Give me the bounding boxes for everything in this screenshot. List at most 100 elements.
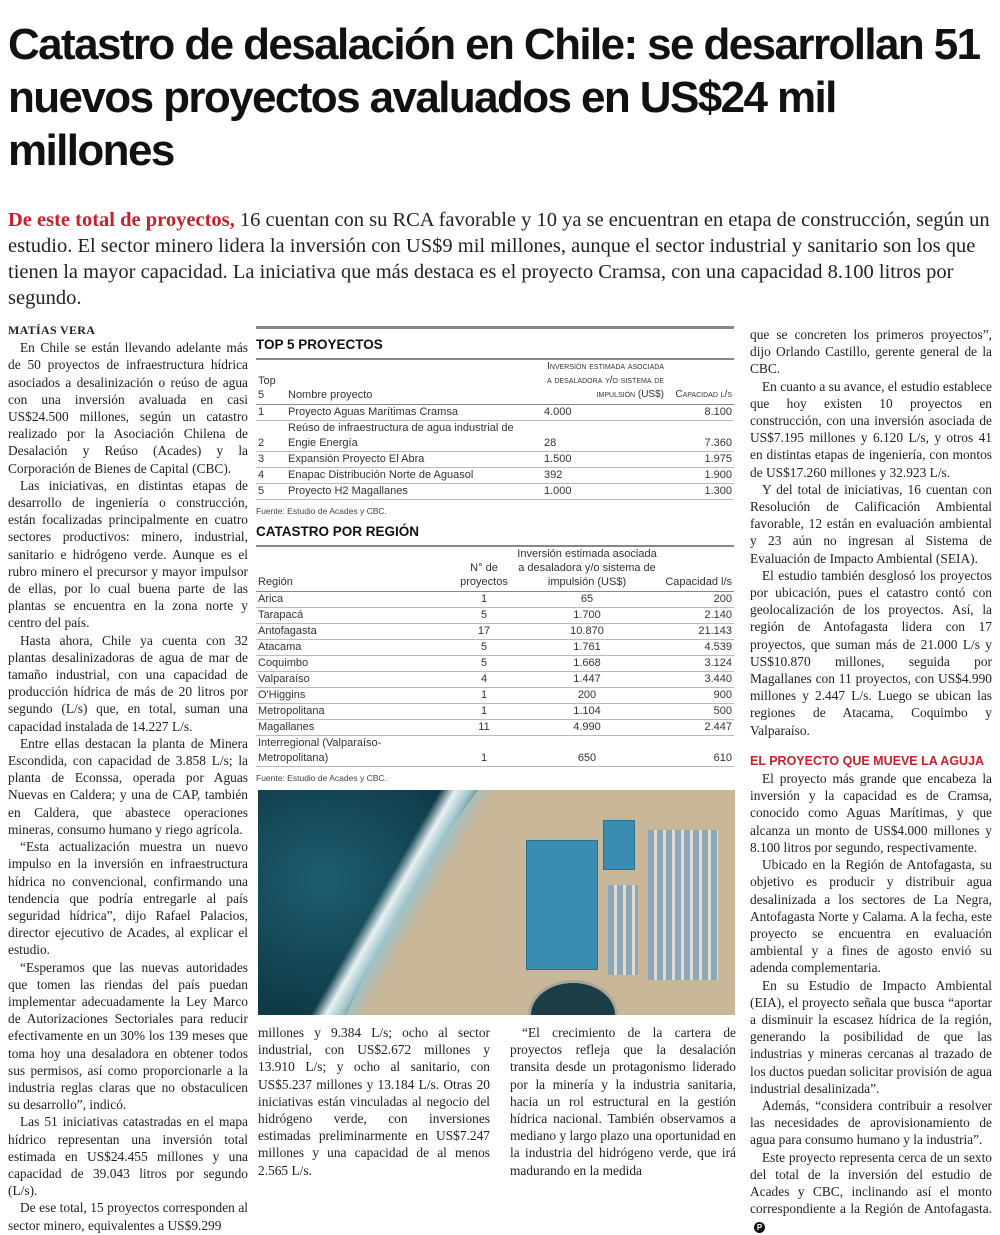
lead-text: 16 cuentan con su RCA favorable y 10 ya … [8, 209, 990, 309]
plant-roof [526, 840, 598, 970]
end-mark-icon: P [754, 1222, 765, 1234]
top5-title: TOP 5 PROYECTOS [256, 326, 734, 360]
table-cell: 21.143 [698, 625, 732, 637]
table-cell: 500 [713, 705, 732, 717]
table-row: Antofagasta 17 10.870 21.143 [256, 624, 734, 640]
paragraph: Y del total de iniciativas, 16 cuentan c… [750, 481, 992, 566]
table-cell: 17 [477, 625, 491, 637]
table-row: Tarapacá 5 1.700 2.140 [256, 608, 734, 624]
region-table: Región N° de proyectos Inversión estimad… [256, 547, 734, 767]
table-cell: 4.539 [704, 641, 732, 653]
table-cell: Metropolitana [258, 705, 325, 717]
col-header: Región [258, 576, 293, 588]
table-cell: 65 [580, 593, 594, 605]
col-header: Capacidad l/s [665, 576, 732, 588]
table-row: 1 Proyecto Aguas Marítimas Cramsa 4.000 8.1… [256, 405, 734, 421]
table-cell: 1.447 [573, 673, 601, 685]
table-cell: 1 [480, 705, 488, 717]
headline: Catastro de desalación en Chile: se desa… [8, 20, 981, 175]
table-cell: 1.668 [573, 657, 601, 669]
table-row: Atacama 5 1.761 4.539 [256, 640, 734, 656]
table-cell: 8.100 [704, 406, 732, 418]
paragraph: De ese total, 15 proyectos corresponden … [8, 1200, 248, 1233]
paragraph: En cuanto a su avance, el estudio establ… [750, 378, 992, 480]
table-row: O'Higgins 1 200 900 [256, 688, 734, 704]
col-header: Nombre proyecto [288, 389, 373, 401]
table-cell: 4.990 [573, 721, 601, 733]
table-cell: O'Higgins [258, 689, 306, 701]
table-cell: 3.440 [704, 673, 732, 685]
col-header: Inversión estimada asociada a desaladora… [517, 548, 657, 588]
lead-paragraph: De este total de proyectos, 16 cuentan c… [8, 207, 993, 311]
table-cell: Enapac Distribución Norte de Aguasol [288, 469, 474, 481]
table-cell: 11 [478, 721, 490, 733]
table-cell: 200 [713, 593, 732, 605]
table-row: Magallanes 11 4.990 2.447 [256, 720, 734, 736]
table-cell: 5 [258, 485, 265, 497]
table-row: 3 Expansión Proyecto El Abra 1.500 1.975 [256, 452, 734, 468]
paragraph: En Chile se están llevando adelante más … [8, 340, 248, 476]
subhead: EL PROYECTO QUE MUEVE LA AGUJA [750, 753, 985, 768]
table-cell: 2.140 [704, 609, 732, 621]
table-cell: Atacama [258, 641, 302, 653]
table-cell: 1 [258, 406, 265, 418]
paragraph: “El crecimiento de la cartera de proyect… [510, 1025, 736, 1178]
plant-roof [603, 820, 635, 870]
table-cell: 4.000 [544, 406, 572, 418]
right-paragraphs: que se concreten los primeros proyectos”… [750, 326, 992, 739]
table-cell: Valparaíso [258, 673, 310, 685]
table-cell: 1.300 [704, 485, 732, 497]
desalination-plant-photo [258, 790, 735, 1015]
paragraph: El estudio también desglosó los proyecto… [750, 567, 992, 738]
col-header: Top 5 [258, 375, 276, 401]
table-cell: Reúso de infraestructura de agua industr… [288, 422, 514, 449]
table-cell: Proyecto Aguas Marítimas Cramsa [288, 406, 458, 418]
paragraph: millones y 9.384 L/s; ocho al sector ind… [258, 1025, 490, 1178]
table-cell: 1.700 [573, 609, 601, 621]
table-cell: 1.975 [704, 453, 732, 465]
table-cell: 5 [480, 641, 488, 653]
table-cell: 1.900 [704, 469, 732, 481]
table-cell: 900 [713, 689, 732, 701]
table-row: 4 Enapac Distribución Norte de Aguasol 392… [256, 468, 734, 484]
table-row: Arica 1 65 200 [256, 592, 734, 608]
paragraph: Ubicado en la Región de Antofagasta, su … [750, 857, 992, 976]
table-row: 5 Proyecto H2 Magallanes 1.000 1.300 [256, 484, 734, 500]
table-cell: 610 [713, 752, 732, 764]
paragraph: “Esta actualización muestra un nuevo imp… [8, 839, 248, 958]
right-paragraphs-2: El proyecto más grande que encabeza la i… [750, 770, 992, 1234]
table-cell: 10.870 [570, 625, 604, 637]
table-cell: 1.761 [573, 641, 601, 653]
table-cell: 200 [577, 689, 597, 701]
table-cell: Expansión Proyecto El Abra [288, 453, 425, 465]
filter-racks [648, 830, 718, 980]
table-cell: 392 [544, 469, 563, 481]
table-cell: 28 [544, 437, 557, 449]
table-row: 2 Reúso de infraestructura de agua indust… [256, 421, 734, 452]
region-title: CATASTRO POR REGIÓN [256, 520, 734, 547]
table-cell: Arica [258, 593, 284, 605]
table-cell: 4 [480, 673, 488, 685]
paragraph: “Esperamos que las nuevas autoridades qu… [8, 959, 248, 1113]
table-cell: Proyecto H2 Magallanes [288, 485, 408, 497]
top5-table: Top 5 Nombre proyecto Inversión estimada… [256, 360, 734, 500]
table-cell: 3 [258, 453, 265, 465]
table-row: Coquimbo 5 1.668 3.124 [256, 656, 734, 672]
table-cell: Antofagasta [258, 625, 317, 637]
table-cell: 1 [480, 752, 488, 764]
lead-highlight: De este total de proyectos, [8, 209, 235, 231]
table-cell: 2.447 [704, 721, 732, 733]
left-column: MATÍAS VERA En Chile se están llevando a… [8, 322, 248, 1234]
bottom-column-2: “El crecimiento de la cartera de proyect… [510, 1024, 736, 1179]
table-cell: 5 [480, 609, 488, 621]
table-cell: 1.104 [573, 705, 601, 717]
filter-racks [608, 885, 638, 975]
table-cell: 1.000 [544, 485, 572, 497]
table-cell: 4 [258, 469, 265, 481]
top5-table-box: TOP 5 PROYECTOS Top 5 Nombre proyecto In… [256, 326, 734, 516]
right-column: que se concreten los primeros proyectos”… [750, 326, 992, 1235]
paragraph: Las 51 iniciativas catastradas en el map… [8, 1114, 248, 1199]
tank [528, 980, 618, 1015]
table-cell: Coquimbo [258, 657, 309, 669]
table-row: Interregional (Valparaíso- Metropolitana… [256, 736, 734, 767]
